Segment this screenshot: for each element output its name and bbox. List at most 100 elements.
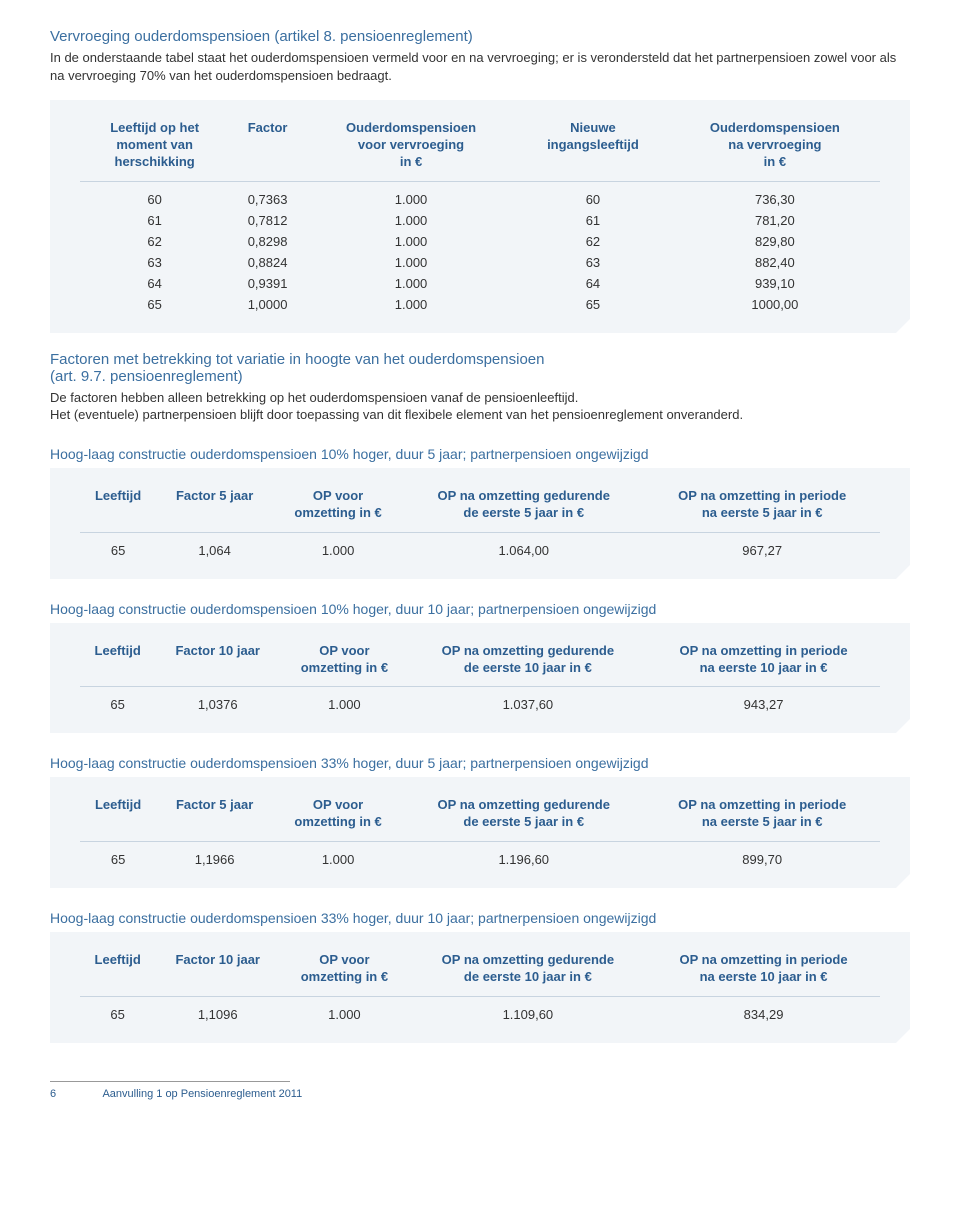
- table-cell: 943,27: [647, 687, 880, 716]
- table-cell: 0,7363: [229, 181, 306, 210]
- table-header: OP voor omzetting in €: [273, 486, 403, 532]
- table-cell: 1.000: [273, 842, 403, 871]
- table-cell: 1.000: [306, 210, 516, 231]
- table-cell: 1.000: [306, 273, 516, 294]
- table-cell: 61: [516, 210, 670, 231]
- table-cell: 1.000: [280, 687, 409, 716]
- table-cell: 1.000: [306, 294, 516, 315]
- table-cell: 60: [516, 181, 670, 210]
- subtable-title: Hoog-laag constructie ouderdomspensioen …: [50, 446, 910, 462]
- table-header: OP na omzetting gedurende de eerste 5 ja…: [403, 795, 644, 841]
- table-header: Factor 10 jaar: [155, 950, 280, 996]
- table-header: OP na omzetting gedurende de eerste 10 j…: [409, 950, 647, 996]
- table-row: 651,10961.0001.109,60834,29: [80, 996, 880, 1025]
- table-header: OP na omzetting in periode na eerste 5 j…: [644, 486, 880, 532]
- subtable: LeeftijdFactor 5 jaarOP voor omzetting i…: [80, 486, 880, 561]
- table-row: 651,19661.0001.196,60899,70: [80, 842, 880, 871]
- table-row: 600,73631.00060736,30: [80, 181, 880, 210]
- table-header: Leeftijd: [80, 795, 156, 841]
- table-row: 620,82981.00062829,80: [80, 231, 880, 252]
- table-cell: 60: [80, 181, 229, 210]
- table-cell: 1000,00: [670, 294, 880, 315]
- table-row: 630,88241.00063882,40: [80, 252, 880, 273]
- table-header: Leeftijd: [80, 641, 155, 687]
- table-cell: 65: [516, 294, 670, 315]
- section2-intro1: De factoren hebben alleen betrekking op …: [50, 389, 910, 407]
- table-cell: 63: [516, 252, 670, 273]
- table-cell: 0,8298: [229, 231, 306, 252]
- table-cell: 1,0000: [229, 294, 306, 315]
- section2-intro2: Het (eventuele) partnerpensioen blijft d…: [50, 406, 910, 424]
- table-header: Nieuwe ingangsleeftijd: [516, 118, 670, 181]
- subtable-wrap: LeeftijdFactor 10 jaarOP voor omzetting …: [50, 623, 910, 734]
- table-cell: 0,7812: [229, 210, 306, 231]
- table-cell: 64: [80, 273, 229, 294]
- table1-wrap: Leeftijd op het moment van herschikkingF…: [50, 100, 910, 333]
- table-cell: 939,10: [670, 273, 880, 294]
- table-cell: 62: [80, 231, 229, 252]
- table-cell: 1.064,00: [403, 532, 644, 561]
- table-cell: 62: [516, 231, 670, 252]
- table-cell: 1,0376: [155, 687, 280, 716]
- table-cell: 1.109,60: [409, 996, 647, 1025]
- table-cell: 1,064: [156, 532, 273, 561]
- subtable-wrap: LeeftijdFactor 5 jaarOP voor omzetting i…: [50, 777, 910, 888]
- table-cell: 65: [80, 532, 156, 561]
- table-header: OP na omzetting in periode na eerste 5 j…: [644, 795, 880, 841]
- table-header: Factor 5 jaar: [156, 486, 273, 532]
- table-row: 640,93911.00064939,10: [80, 273, 880, 294]
- table-header: Leeftijd: [80, 950, 155, 996]
- table-cell: 65: [80, 842, 156, 871]
- table-cell: 781,20: [670, 210, 880, 231]
- footer-text: Aanvulling 1 op Pensioenreglement 2011: [102, 1088, 302, 1100]
- subtable-wrap: LeeftijdFactor 5 jaarOP voor omzetting i…: [50, 468, 910, 579]
- table-header: OP na omzetting in periode na eerste 10 …: [647, 641, 880, 687]
- table-header: Factor 10 jaar: [155, 641, 280, 687]
- table-header: Ouderdomspensioen voor vervroeging in €: [306, 118, 516, 181]
- table-cell: 1.000: [306, 181, 516, 210]
- table-cell: 736,30: [670, 181, 880, 210]
- table-cell: 1,1966: [156, 842, 273, 871]
- table-cell: 65: [80, 996, 155, 1025]
- table-header: OP voor omzetting in €: [280, 641, 409, 687]
- table-cell: 63: [80, 252, 229, 273]
- table-header: Factor: [229, 118, 306, 181]
- section1-heading: Vervroeging ouderdomspensioen (artikel 8…: [50, 28, 910, 45]
- table-cell: 882,40: [670, 252, 880, 273]
- table-header: OP na omzetting gedurende de eerste 5 ja…: [403, 486, 644, 532]
- table-cell: 829,80: [670, 231, 880, 252]
- page: Vervroeging ouderdomspensioen (artikel 8…: [0, 0, 960, 1130]
- subtable: LeeftijdFactor 5 jaarOP voor omzetting i…: [80, 795, 880, 870]
- subtable: LeeftijdFactor 10 jaarOP voor omzetting …: [80, 641, 880, 716]
- table-header: Factor 5 jaar: [156, 795, 273, 841]
- subtable-title: Hoog-laag constructie ouderdomspensioen …: [50, 601, 910, 617]
- table-cell: 1.000: [280, 996, 409, 1025]
- table-row: 651,00001.000651000,00: [80, 294, 880, 315]
- table-cell: 899,70: [644, 842, 880, 871]
- table-header: OP voor omzetting in €: [273, 795, 403, 841]
- table-cell: 1.000: [306, 231, 516, 252]
- table-row: 610,78121.00061781,20: [80, 210, 880, 231]
- table-header: Leeftijd op het moment van herschikking: [80, 118, 229, 181]
- table-cell: 65: [80, 687, 155, 716]
- table1: Leeftijd op het moment van herschikkingF…: [80, 118, 880, 315]
- table-cell: 1.000: [273, 532, 403, 561]
- table-cell: 1,1096: [155, 996, 280, 1025]
- subtable-title: Hoog-laag constructie ouderdomspensioen …: [50, 755, 910, 771]
- subtable-wrap: LeeftijdFactor 10 jaarOP voor omzetting …: [50, 932, 910, 1043]
- table-cell: 1.037,60: [409, 687, 647, 716]
- section2-heading: Factoren met betrekking tot variatie in …: [50, 351, 910, 385]
- section1-intro: In de onderstaande tabel staat het ouder…: [50, 49, 910, 84]
- table-cell: 0,9391: [229, 273, 306, 294]
- table-header: OP na omzetting gedurende de eerste 10 j…: [409, 641, 647, 687]
- table-cell: 0,8824: [229, 252, 306, 273]
- table-cell: 1.196,60: [403, 842, 644, 871]
- table-cell: 64: [516, 273, 670, 294]
- table-cell: 1.000: [306, 252, 516, 273]
- table-row: 651,03761.0001.037,60943,27: [80, 687, 880, 716]
- table-cell: 65: [80, 294, 229, 315]
- subtable: LeeftijdFactor 10 jaarOP voor omzetting …: [80, 950, 880, 1025]
- page-number: 6: [50, 1088, 100, 1100]
- table-row: 651,0641.0001.064,00967,27: [80, 532, 880, 561]
- footer: 6 Aanvulling 1 op Pensioenreglement 2011: [50, 1073, 910, 1100]
